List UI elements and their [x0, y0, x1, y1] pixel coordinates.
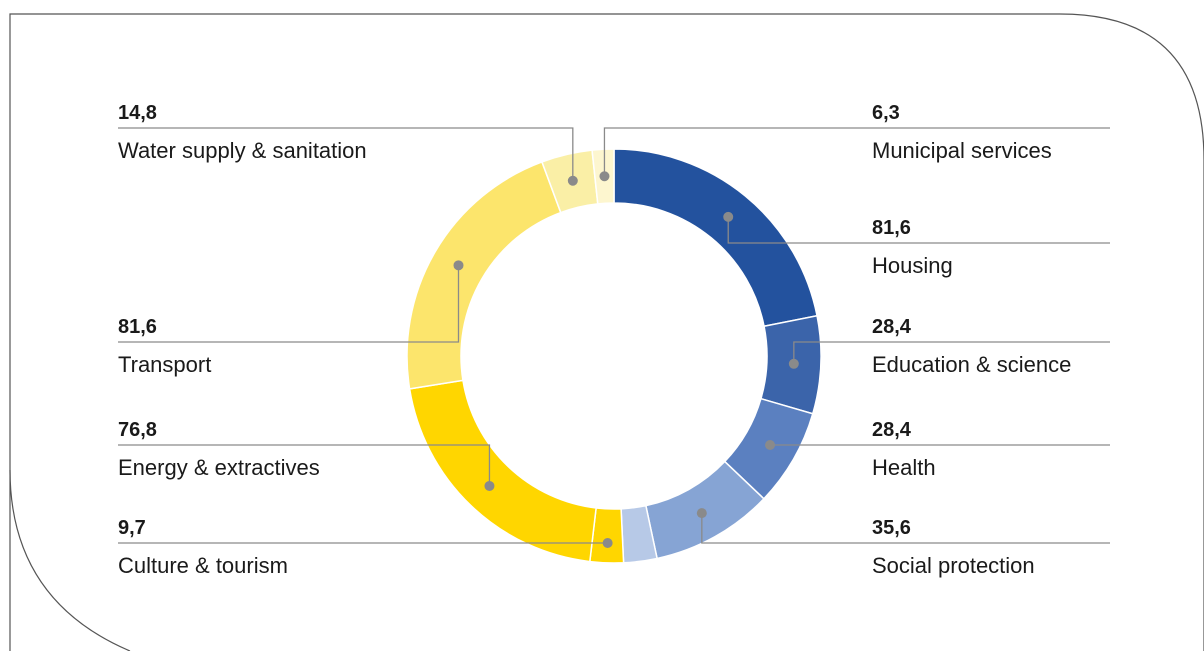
leader-line-municipal-services	[603, 127, 1110, 177]
data-label-category-transport: Transport	[118, 352, 211, 377]
leader-dot-education-and-science	[788, 358, 799, 369]
data-label-value-health: 28,4	[872, 419, 912, 441]
leader-line-water-supply-and-sanitation	[118, 127, 574, 181]
leader-dot-water-supply-and-sanitation	[567, 175, 578, 186]
leader-dot-housing	[723, 211, 734, 222]
chart-labels: 81,6 Housing 28,4 Education & science 28,4 He…	[118, 102, 1071, 578]
leader-dot-health	[765, 440, 776, 450]
leader-line-social-protection	[701, 513, 1110, 544]
data-label-value-energy-and-extractives: 76,8	[118, 419, 157, 441]
leader-dot-culture-and-tourism	[602, 538, 613, 548]
donut-slice-housing	[613, 148, 818, 328]
leader-dot-energy-and-extractives	[484, 480, 495, 491]
leader-dot-municipal-services	[599, 171, 610, 182]
leader-dot-transport	[453, 260, 464, 271]
leader-line-transport	[118, 265, 460, 343]
data-label-category-culture-and-tourism: Culture & tourism	[118, 553, 288, 578]
data-label-category-energy-and-extractives: Energy & extractives	[118, 455, 320, 480]
card-border-lower-curve	[9, 469, 131, 651]
data-label-value-housing: 81,6	[872, 217, 911, 239]
leader-lines	[118, 127, 1110, 548]
donut-ring	[406, 148, 822, 564]
data-label-category-municipal-services: Municipal services	[872, 138, 1052, 163]
leader-line-education-and-science	[793, 341, 1110, 364]
data-label-category-housing: Housing	[872, 253, 953, 278]
data-label-value-education-and-science: 28,4	[872, 316, 912, 338]
data-label-value-municipal-services: 6,3	[872, 102, 900, 124]
data-label-value-social-protection: 35,6	[872, 517, 911, 539]
data-label-category-social-protection: Social protection	[872, 553, 1035, 578]
data-label-value-culture-and-tourism: 9,7	[118, 517, 146, 539]
data-label-category-education-and-science: Education & science	[872, 352, 1071, 377]
leader-line-housing	[727, 216, 1110, 244]
leader-line-energy-and-extractives	[118, 444, 491, 486]
donut-slice-energy-and-extractives	[408, 379, 597, 563]
card-border	[9, 13, 1204, 651]
data-label-value-water-supply-and-sanitation: 14,8	[118, 102, 157, 124]
donut-slice-transport	[406, 160, 562, 390]
leader-dot-social-protection	[696, 508, 707, 519]
data-label-category-water-supply-and-sanitation: Water supply & sanitation	[118, 138, 367, 163]
data-label-value-transport: 81,6	[118, 316, 157, 338]
data-label-category-health: Health	[872, 455, 936, 480]
